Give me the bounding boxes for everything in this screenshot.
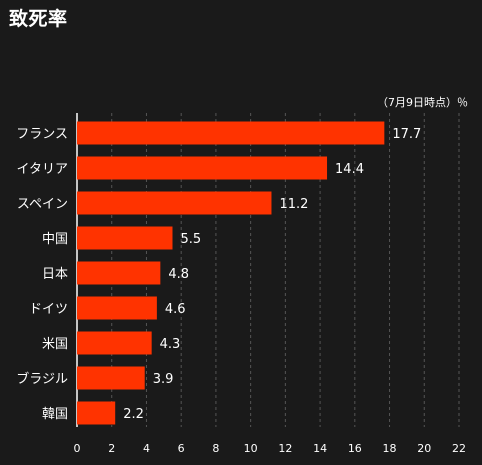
value-label-4: 4.8 (168, 267, 189, 282)
x-tick-label-6: 6 (178, 442, 185, 455)
value-label-2: 11.2 (279, 197, 308, 212)
x-tick-label-18: 18 (383, 442, 397, 455)
x-tick-label-10: 10 (244, 442, 258, 455)
bar-2 (77, 191, 272, 215)
chart-title: 致死率 (9, 8, 68, 30)
category-label-2: スペイン (17, 197, 68, 212)
bar-3 (77, 226, 173, 250)
value-label-8: 2.2 (123, 407, 144, 422)
x-tick-label-4: 4 (143, 442, 150, 455)
unit-note: （7月9日時点）％ (377, 96, 468, 109)
x-tick-label-14: 14 (313, 442, 327, 455)
category-label-7: ブラジル (16, 371, 68, 387)
category-label-6: 米国 (42, 337, 68, 352)
value-label-7: 3.9 (153, 372, 174, 387)
value-label-0: 17.7 (392, 127, 421, 142)
value-label-6: 4.3 (160, 337, 181, 352)
bar-4 (77, 261, 161, 285)
value-label-5: 4.6 (165, 302, 186, 317)
bar-5 (77, 296, 157, 320)
x-tick-label-20: 20 (417, 442, 431, 455)
value-label-1: 14.4 (335, 162, 364, 177)
x-tick-label-8: 8 (212, 442, 219, 455)
bar-8 (77, 401, 116, 425)
value-label-3: 5.5 (181, 232, 202, 247)
x-tick-label-2: 2 (108, 442, 115, 455)
x-tick-label-0: 0 (74, 442, 81, 455)
bar-7 (77, 366, 145, 390)
x-tick-label-16: 16 (348, 442, 362, 455)
category-label-3: 中国 (42, 232, 68, 247)
x-tick-label-22: 22 (452, 442, 466, 455)
category-label-1: イタリア (17, 162, 68, 177)
category-label-0: フランス (16, 127, 68, 142)
category-label-5: ドイツ (29, 302, 68, 317)
bar-6 (77, 331, 152, 355)
x-tick-label-12: 12 (278, 442, 292, 455)
category-label-8: 韓国 (42, 407, 68, 422)
category-label-4: 日本 (42, 267, 68, 282)
bar-0 (77, 121, 385, 145)
bar-1 (77, 156, 328, 180)
